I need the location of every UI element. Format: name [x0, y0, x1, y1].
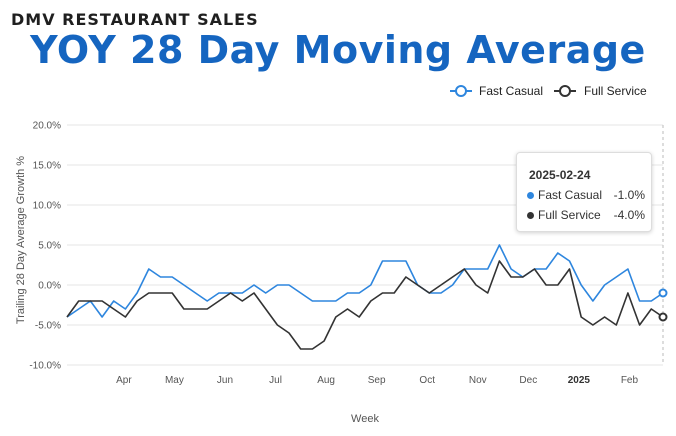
hover-point-full-service[interactable]	[658, 312, 668, 322]
x-tick-label: Jun	[217, 375, 233, 386]
supertitle: DMV RESTAURANT SALES	[11, 10, 259, 29]
tooltip-date: 2025-02-24	[529, 168, 591, 182]
x-axis-title: Week	[351, 413, 379, 425]
tooltip: 2025-02-24 Fast Casual -1.0% Full Servic…	[516, 152, 652, 232]
legend-item-fast-casual[interactable]: Fast Casual	[450, 84, 543, 98]
tooltip-value: -4.0%	[613, 208, 645, 222]
hover-point-fast-casual[interactable]	[658, 288, 668, 298]
x-tick-label: Sep	[368, 375, 386, 386]
y-tick-label: -5.0%	[35, 321, 61, 332]
x-tick-label: Feb	[621, 375, 639, 386]
y-axis-title: Trailing 28 Day Average Growth %	[15, 156, 27, 324]
chart-title: YOY 28 Day Moving Average	[30, 28, 646, 72]
x-tick-label: 2025	[568, 375, 591, 386]
tooltip-dot-full-service	[527, 212, 534, 219]
tooltip-row-full-service: Full Service -4.0%	[527, 208, 651, 224]
y-axis-ticks: 20.0% 15.0% 10.0% 5.0% 0.0% -5.0% -10.0%	[29, 121, 61, 372]
legend-item-full-service[interactable]: Full Service	[554, 84, 647, 98]
tooltip-row-fast-casual: Fast Casual -1.0%	[527, 188, 651, 204]
series-line-fast-casual	[66, 244, 664, 318]
legend-marker-full-service	[559, 85, 571, 97]
y-tick-label: -10.0%	[29, 361, 61, 372]
legend: Fast Casual Full Service	[450, 84, 647, 98]
x-tick-label: Jul	[269, 375, 282, 386]
y-tick-label: 0.0%	[38, 281, 61, 292]
tooltip-name: Full Service	[538, 208, 601, 222]
x-tick-label: Nov	[469, 375, 487, 386]
tooltip-dot-fast-casual	[527, 192, 534, 199]
legend-label-fast-casual: Fast Casual	[479, 84, 543, 98]
y-tick-label: 20.0%	[33, 121, 61, 132]
y-tick-label: 5.0%	[38, 241, 61, 252]
x-tick-label: Apr	[116, 375, 132, 386]
series-line-full-service	[66, 260, 664, 350]
x-tick-label: Oct	[419, 375, 435, 386]
tooltip-value: -1.0%	[613, 188, 645, 202]
y-tick-label: 10.0%	[33, 201, 61, 212]
x-tick-label: Dec	[519, 375, 537, 386]
legend-marker-fast-casual	[455, 85, 467, 97]
legend-label-full-service: Full Service	[584, 84, 647, 98]
x-tick-label: May	[165, 375, 184, 386]
series-lines	[66, 244, 668, 350]
y-tick-label: 15.0%	[33, 161, 61, 172]
tooltip-name: Fast Casual	[538, 188, 603, 202]
x-axis-ticks: Apr May Jun Jul Aug Sep Oct Nov Dec 2025 Feb	[116, 375, 638, 386]
x-tick-label: Aug	[317, 375, 335, 386]
